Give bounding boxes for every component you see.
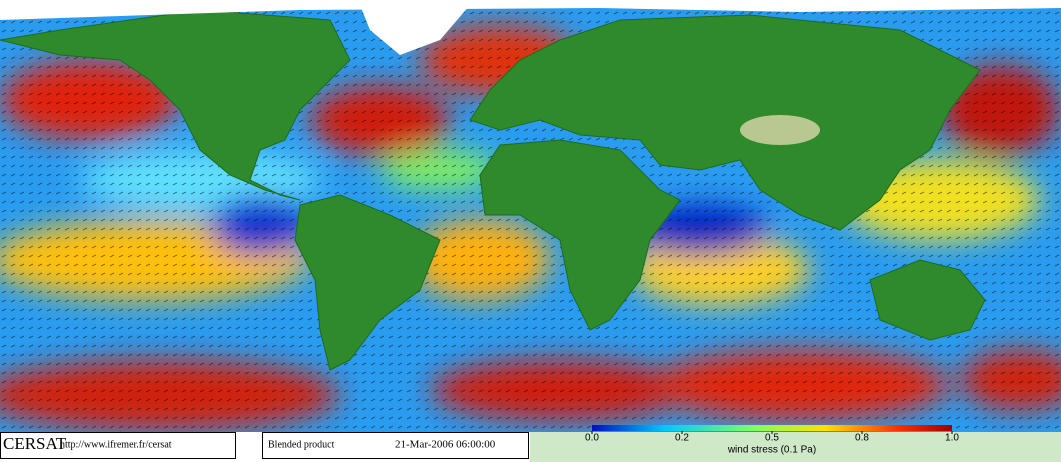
colorbar-tick-label: 0.5 — [765, 433, 779, 444]
ocean-field — [0, 0, 1061, 432]
ice — [0, 0, 1061, 55]
url: http://www.ifremer.fr/cersat — [60, 439, 172, 450]
colorbar-label: wind stress (0.1 Pa) — [727, 445, 816, 456]
product: Blended product — [268, 439, 335, 450]
colorbar-ticks: 0.0 0.2 0.5 0.8 1.0 — [585, 431, 959, 444]
landmasses — [0, 9, 986, 371]
colorbar-tick-label: 1.0 — [945, 433, 959, 444]
colorbar-tick-label: 0.2 — [675, 433, 689, 444]
product-box — [262, 432, 529, 459]
logo-box — [0, 432, 236, 459]
colorbar — [592, 425, 952, 431]
colorbar-tick-label: 0.8 — [855, 433, 869, 444]
timestamp: 21-Mar-2006 06:00:00 — [395, 439, 496, 451]
colorbar-tick-label: 0.0 — [585, 433, 599, 444]
footer-map-strip — [530, 432, 1061, 462]
logo: CERSAT — [3, 434, 67, 453]
